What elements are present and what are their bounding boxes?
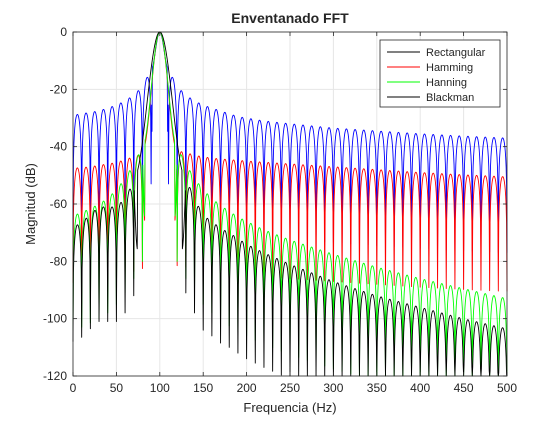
x-tick-label: 50 xyxy=(110,381,124,395)
x-tick-label: 350 xyxy=(367,381,387,395)
x-tick-label: 0 xyxy=(70,381,77,395)
y-axis-label: Magnitud (dB) xyxy=(23,163,38,245)
legend-label-hamming: Hamming xyxy=(426,62,473,74)
x-tick-label: 450 xyxy=(454,381,474,395)
x-tick-label: 150 xyxy=(193,381,213,395)
legend: Rectangular Hamming Hanning Blackman xyxy=(379,39,501,108)
legend-entries: Rectangular Hamming Hanning Blackman xyxy=(387,47,486,104)
legend-box xyxy=(379,39,501,108)
x-tick-label: 500 xyxy=(497,381,517,395)
x-tick-label: 250 xyxy=(280,381,300,395)
legend-label-rectangular: Rectangular xyxy=(426,47,486,59)
y-tick-label: -80 xyxy=(50,254,68,268)
legend-label-hanning: Hanning xyxy=(426,77,467,89)
chart-title: Enventanado FFT xyxy=(231,10,349,26)
legend-label-blackman: Blackman xyxy=(426,92,474,104)
y-tick-label: -40 xyxy=(50,140,68,154)
y-tick-label: 0 xyxy=(60,25,67,39)
x-tick-label: 400 xyxy=(410,381,430,395)
x-tick-label: 200 xyxy=(237,381,257,395)
x-tick-label: 100 xyxy=(150,381,170,395)
y-tick-label: -120 xyxy=(43,369,67,383)
y-tick-label: -100 xyxy=(43,312,67,326)
x-axis-label: Frequencia (Hz) xyxy=(243,400,336,415)
ticks: 0 50 100 150 200 250 300 350 400 450 500 0 -20 -40 -60… xyxy=(43,25,517,395)
x-tick-label: 300 xyxy=(323,381,343,395)
y-tick-label: -60 xyxy=(50,197,68,211)
y-tick-label: -20 xyxy=(50,82,68,96)
